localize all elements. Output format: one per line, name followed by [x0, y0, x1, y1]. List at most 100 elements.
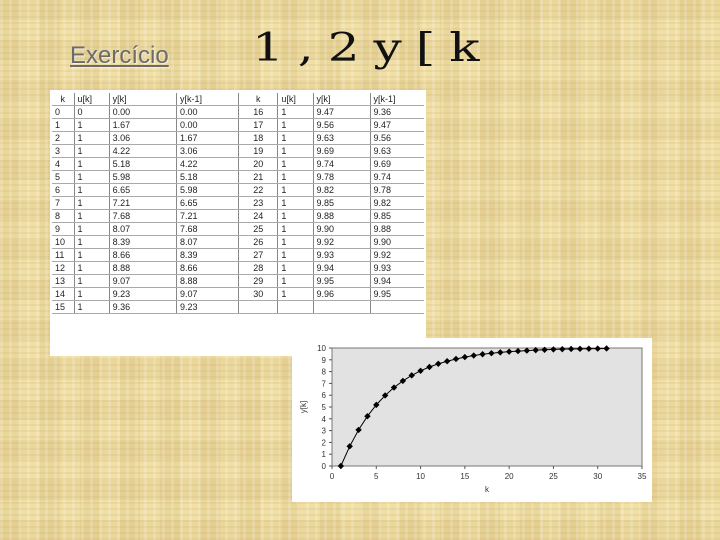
chart-panel: 0 1 2 3 4 5 6 7 8 9 10 0 5 10 15 20 25 30 35 k y[k] — [292, 338, 652, 502]
table-cell: 16 — [238, 105, 279, 119]
table-cell: 1 — [74, 287, 110, 301]
y-tick-label: 10 — [317, 344, 326, 353]
table-cell: 9.63 — [370, 144, 424, 158]
data-point — [408, 372, 415, 379]
table-cell: 20 — [238, 157, 279, 171]
table-cell: 9.63 — [313, 131, 371, 145]
table-cell: 1 — [74, 118, 110, 132]
table-cell: 1 — [74, 261, 110, 275]
table-cell: 1.67 — [109, 118, 178, 132]
table-cell: 8.07 — [176, 235, 240, 249]
table-cell: 7 — [52, 196, 75, 210]
table-cell: 1 — [74, 183, 110, 197]
data-point — [479, 351, 486, 358]
y-tick-label: 7 — [322, 379, 327, 388]
table-cell: 1 — [74, 274, 110, 288]
table-header-cell: u[k] — [277, 93, 314, 106]
table-cell: 26 — [238, 235, 279, 249]
table-cell: 9.74 — [370, 170, 424, 184]
table-header-cell: y[k] — [313, 93, 371, 106]
table-row: 13 1 9.07 8.88 29 1 9.95 9.94 — [52, 274, 424, 288]
data-point — [417, 367, 424, 374]
table-cell: 9.07 — [176, 287, 240, 301]
table-cell: 5.98 — [109, 170, 178, 184]
y-tick-label: 3 — [322, 427, 327, 436]
table-cell: 9.93 — [370, 261, 424, 275]
table-cell: 1 — [74, 157, 110, 171]
slide-heading: 1,2y[k — [252, 25, 494, 71]
table-cell: 0.00 — [176, 105, 240, 119]
table-cell: 1 — [277, 105, 314, 119]
data-point — [603, 345, 610, 352]
table-row: 8 1 7.68 7.21 24 1 9.88 9.85 — [52, 209, 424, 223]
table-cell: 9.36 — [370, 105, 424, 119]
table-cell: 21 — [238, 170, 279, 184]
table-cell: 13 — [52, 274, 75, 288]
table-cell: 1 — [74, 209, 110, 223]
table-header-cell: y[k] — [109, 93, 178, 106]
table-cell: 3.06 — [109, 131, 178, 145]
data-point — [470, 352, 477, 359]
table-header-cell: k — [52, 93, 75, 106]
table-cell: 1 — [277, 157, 314, 171]
table-cell: 28 — [238, 261, 279, 275]
data-point — [373, 401, 380, 409]
x-tick-label: 30 — [593, 472, 602, 481]
table-row: 5 1 5.98 5.18 21 1 9.78 9.74 — [52, 170, 424, 184]
x-tick-label: 25 — [549, 472, 558, 481]
table-cell: 7.21 — [109, 196, 178, 210]
table-cell: 29 — [238, 274, 279, 288]
y-tick-label: 8 — [322, 368, 327, 377]
table-cell: 9.82 — [370, 196, 424, 210]
table-row: 4 1 5.18 4.22 20 1 9.74 9.69 — [52, 157, 424, 171]
data-point — [364, 413, 371, 420]
table-cell: 18 — [238, 131, 279, 145]
x-tick-label: 5 — [374, 472, 379, 481]
table-cell: 9.47 — [370, 118, 424, 132]
table-cell: 1 — [277, 274, 314, 288]
table-cell: 4 — [52, 157, 75, 171]
table-cell: 3.06 — [176, 144, 240, 158]
table-cell: 1.67 — [176, 131, 240, 145]
table-cell — [238, 300, 279, 314]
table-cell: 9.88 — [313, 209, 371, 223]
table-cell: 1 — [277, 287, 314, 301]
table-row: 0 0 0.00 0.00 16 1 9.47 9.36 — [52, 105, 424, 119]
x-tick-label: 15 — [460, 472, 469, 481]
table-cell: 9.36 — [109, 300, 178, 314]
y-tick-label: 2 — [322, 438, 327, 447]
table-cell: 5 — [52, 170, 75, 184]
table-cell: 8.88 — [176, 274, 240, 288]
table-cell: 1 — [74, 144, 110, 158]
table-cell: 8.88 — [109, 261, 178, 275]
table-cell: 9.95 — [370, 287, 424, 301]
table-cell: 9.82 — [313, 183, 371, 197]
y-tick-label: 0 — [322, 462, 327, 471]
table-cell: 1 — [74, 170, 110, 184]
table-cell: 9.90 — [313, 222, 371, 236]
table-row: 14 1 9.23 9.07 30 1 9.96 9.95 — [52, 287, 424, 301]
table-cell: 14 — [52, 287, 75, 301]
y-axis-label: y[k] — [299, 401, 308, 413]
table-cell: 9.85 — [313, 196, 371, 210]
data-point — [514, 347, 522, 355]
table-cell: 10 — [52, 235, 75, 249]
table-cell: 7.68 — [176, 222, 240, 236]
data-point — [355, 426, 362, 434]
table-cell: 1 — [277, 209, 314, 223]
y-tick-label: 5 — [322, 403, 327, 412]
table-row: 6 1 6.65 5.98 22 1 9.82 9.78 — [52, 183, 424, 197]
table-cell: 9.90 — [370, 235, 424, 249]
table-cell: 19 — [238, 144, 279, 158]
data-point — [337, 462, 345, 470]
table-cell: 9.85 — [370, 209, 424, 223]
table-cell: 5.18 — [176, 170, 240, 184]
y-tick-label: 4 — [322, 415, 327, 424]
table-cell: 9.94 — [370, 274, 424, 288]
table-cell: 30 — [238, 287, 279, 301]
table-cell: 9.56 — [313, 118, 371, 132]
y-tick-label: 6 — [322, 391, 327, 400]
table-row: 9 1 8.07 7.68 25 1 9.90 9.88 — [52, 222, 424, 236]
table-cell: 9.07 — [109, 274, 178, 288]
table-cell: 1 — [277, 170, 314, 184]
